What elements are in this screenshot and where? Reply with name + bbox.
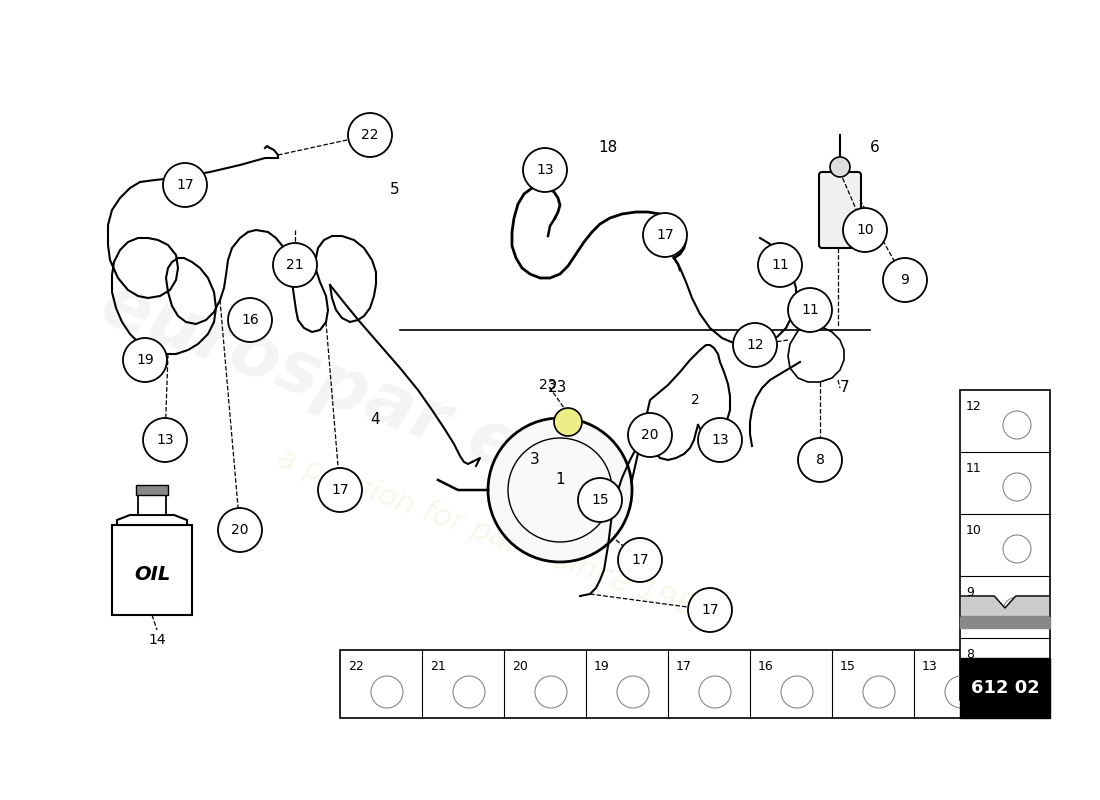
Circle shape <box>218 508 262 552</box>
Text: 612 02: 612 02 <box>970 679 1040 697</box>
Circle shape <box>318 468 362 512</box>
Text: 21: 21 <box>286 258 304 272</box>
Bar <box>960 390 1050 700</box>
Circle shape <box>830 157 850 177</box>
Circle shape <box>883 258 927 302</box>
Circle shape <box>488 418 632 562</box>
Circle shape <box>758 243 802 287</box>
Text: 12: 12 <box>966 400 981 413</box>
Text: 13: 13 <box>156 433 174 447</box>
Text: 1: 1 <box>556 473 564 487</box>
Circle shape <box>163 163 207 207</box>
Circle shape <box>688 588 732 632</box>
Circle shape <box>733 323 777 367</box>
Text: 12: 12 <box>746 338 763 352</box>
FancyBboxPatch shape <box>820 172 861 248</box>
Text: eurospar es: eurospar es <box>91 269 569 499</box>
Text: 2: 2 <box>691 393 700 407</box>
Circle shape <box>578 478 621 522</box>
Text: 6: 6 <box>870 141 880 155</box>
Bar <box>960 658 1050 718</box>
Text: 14: 14 <box>148 633 166 647</box>
Circle shape <box>273 243 317 287</box>
Text: 19: 19 <box>136 353 154 367</box>
Text: 9: 9 <box>901 273 910 287</box>
Text: 22: 22 <box>348 660 364 673</box>
Polygon shape <box>117 515 187 525</box>
Text: 10: 10 <box>966 524 982 537</box>
Text: 19: 19 <box>594 660 609 673</box>
Text: 9: 9 <box>966 586 974 599</box>
Circle shape <box>228 298 272 342</box>
Text: 3: 3 <box>530 453 540 467</box>
Circle shape <box>348 113 392 157</box>
Text: 7: 7 <box>840 381 849 395</box>
Text: 18: 18 <box>598 141 617 155</box>
Polygon shape <box>960 596 1050 616</box>
Circle shape <box>644 213 688 257</box>
Text: 23: 23 <box>539 378 557 392</box>
Text: 5: 5 <box>390 182 399 198</box>
Bar <box>136 485 168 495</box>
Text: 11: 11 <box>801 303 818 317</box>
Text: 20: 20 <box>231 523 249 537</box>
Text: 20: 20 <box>641 428 659 442</box>
Bar <box>340 650 996 718</box>
Circle shape <box>143 418 187 462</box>
Text: 17: 17 <box>176 178 194 192</box>
Circle shape <box>123 338 167 382</box>
Text: 13: 13 <box>536 163 553 177</box>
Text: 8: 8 <box>815 453 824 467</box>
Text: 17: 17 <box>331 483 349 497</box>
Text: 17: 17 <box>631 553 649 567</box>
Text: 23: 23 <box>548 381 568 395</box>
Text: 15: 15 <box>591 493 608 507</box>
Bar <box>138 493 166 515</box>
Text: OIL: OIL <box>134 566 170 585</box>
Circle shape <box>788 288 832 332</box>
Text: 16: 16 <box>758 660 773 673</box>
Circle shape <box>698 418 742 462</box>
Circle shape <box>798 438 842 482</box>
Text: 22: 22 <box>361 128 378 142</box>
Circle shape <box>522 148 566 192</box>
Circle shape <box>843 208 887 252</box>
Circle shape <box>628 413 672 457</box>
Text: 20: 20 <box>512 660 528 673</box>
Circle shape <box>618 538 662 582</box>
Text: 11: 11 <box>966 462 981 475</box>
Text: 17: 17 <box>657 228 674 242</box>
Text: 8: 8 <box>966 648 974 661</box>
Bar <box>112 525 192 615</box>
Text: 4: 4 <box>370 413 379 427</box>
Polygon shape <box>960 616 1050 628</box>
Text: a passion for parts since 1984: a passion for parts since 1984 <box>274 443 716 629</box>
Circle shape <box>554 408 582 436</box>
Text: 13: 13 <box>922 660 937 673</box>
Text: 15: 15 <box>840 660 856 673</box>
Text: 11: 11 <box>771 258 789 272</box>
Text: 16: 16 <box>241 313 258 327</box>
Text: 10: 10 <box>856 223 873 237</box>
Text: 13: 13 <box>712 433 729 447</box>
Text: 17: 17 <box>676 660 692 673</box>
Text: 21: 21 <box>430 660 446 673</box>
Text: 17: 17 <box>701 603 718 617</box>
